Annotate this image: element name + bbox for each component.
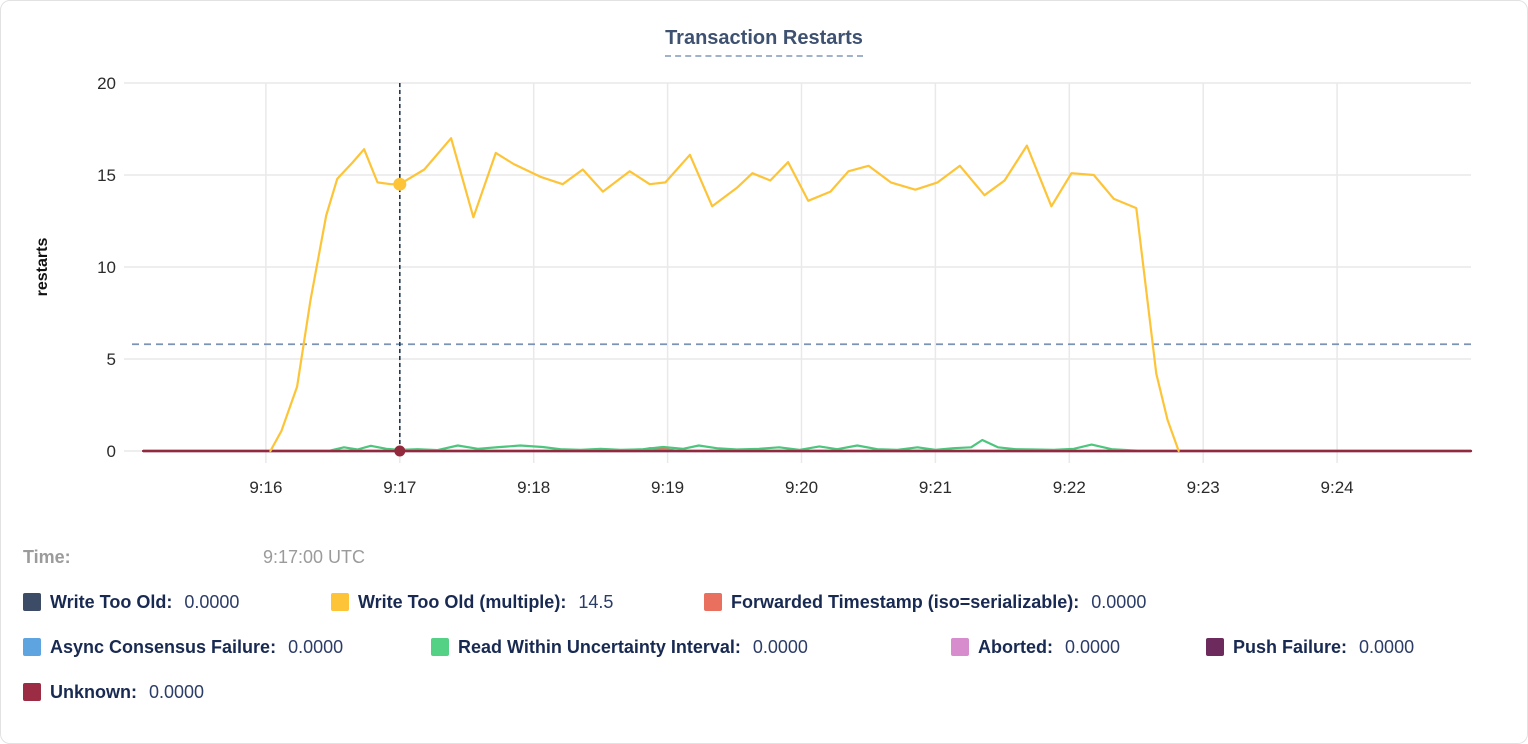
legend-item-read-within-uncertainty-interval: Read Within Uncertainty Interval: 0.0000 xyxy=(431,635,808,659)
y-tick-label: 10 xyxy=(97,258,116,277)
legend-label: Push Failure: xyxy=(1233,636,1348,657)
legend-value: 0.0000 xyxy=(1359,636,1415,657)
legend-swatch xyxy=(331,593,349,611)
gridlines: 0 5 10 15 20 9:16 9:17 9:18 9:19 9:20 9:21 9:22 9:23… xyxy=(97,74,1471,497)
legend-value: 0.0000 xyxy=(1091,591,1147,612)
time-label: Time: xyxy=(23,547,71,567)
legend-swatch xyxy=(1206,638,1224,656)
x-tick-label: 9:20 xyxy=(785,478,818,497)
legend-item-write-too-old-multiple: Write Too Old (multiple): 14.5 xyxy=(331,590,613,614)
y-axis-label: restarts xyxy=(34,238,51,297)
hover-dot-unknown xyxy=(394,445,406,457)
legend-value: 0.0000 xyxy=(184,591,240,612)
legend-item-unknown: Unknown: 0.0000 xyxy=(23,680,204,704)
x-tick-label: 9:17 xyxy=(383,478,416,497)
legend-label: Write Too Old: xyxy=(50,591,173,612)
legend-value: 14.5 xyxy=(578,591,614,612)
legend-swatch xyxy=(23,638,41,656)
legend-value: 0.0000 xyxy=(752,636,808,657)
legend-item-forwarded-timestamp: Forwarded Timestamp (iso=serializable): … xyxy=(704,590,1146,614)
x-tick-label: 9:24 xyxy=(1321,478,1354,497)
y-tick-label: 15 xyxy=(97,166,116,185)
legend-label: Unknown: xyxy=(50,681,137,702)
legend-value: 0.0000 xyxy=(149,681,205,702)
y-tick-label: 0 xyxy=(107,442,116,461)
chart-area[interactable]: 0 5 10 15 20 9:16 9:17 9:18 9:19 9:20 9:21 9:22 9:23… xyxy=(1,1,1528,511)
legend-value: 0.0000 xyxy=(288,636,344,657)
legend-swatch xyxy=(23,593,41,611)
x-tick-label: 9:21 xyxy=(919,478,952,497)
legend-swatch xyxy=(431,638,449,656)
x-tick-label: 9:19 xyxy=(651,478,684,497)
chart-title-text[interactable]: Transaction Restarts xyxy=(665,27,863,57)
legend-label: Async Consensus Failure: xyxy=(50,636,277,657)
legend-label: Forwarded Timestamp (iso=serializable): xyxy=(731,591,1080,612)
time-value: 9:17:00 UTC xyxy=(263,547,366,567)
legend-swatch xyxy=(23,683,41,701)
x-tick-label: 9:23 xyxy=(1187,478,1220,497)
chart-title: Transaction Restarts xyxy=(1,27,1527,57)
legend-item-push-failure: Push Failure: 0.0000 xyxy=(1206,635,1414,659)
y-tick-label: 20 xyxy=(97,74,116,93)
legend-item-async-consensus-failure: Async Consensus Failure: 0.0000 xyxy=(23,635,343,659)
metrics-chart[interactable]: 0 5 10 15 20 9:16 9:17 9:18 9:19 9:20 9:21 9:22 9:23… xyxy=(1,1,1528,511)
legend-swatch xyxy=(951,638,969,656)
legend-item-aborted: Aborted: 0.0000 xyxy=(951,635,1120,659)
legend-item-write-too-old: Write Too Old: 0.0000 xyxy=(23,590,239,614)
legend-label: Read Within Uncertainty Interval: xyxy=(458,636,741,657)
legend-label: Write Too Old (multiple): xyxy=(358,591,567,612)
x-tick-label: 9:18 xyxy=(517,478,550,497)
series-write-too-old-multiple- xyxy=(269,137,1180,453)
hover-dot-write-too-old-multiple- xyxy=(393,177,407,191)
y-tick-label: 5 xyxy=(107,350,116,369)
x-tick-label: 9:16 xyxy=(249,478,282,497)
legend-swatch xyxy=(704,593,722,611)
series-read-within-uncertainty-interval xyxy=(327,438,1149,453)
legend-label: Aborted: xyxy=(978,636,1053,657)
hover-time-row: Time: 9:17:00 UTC xyxy=(1,547,1527,571)
x-tick-label: 9:22 xyxy=(1053,478,1086,497)
legend-value: 0.0000 xyxy=(1065,636,1121,657)
